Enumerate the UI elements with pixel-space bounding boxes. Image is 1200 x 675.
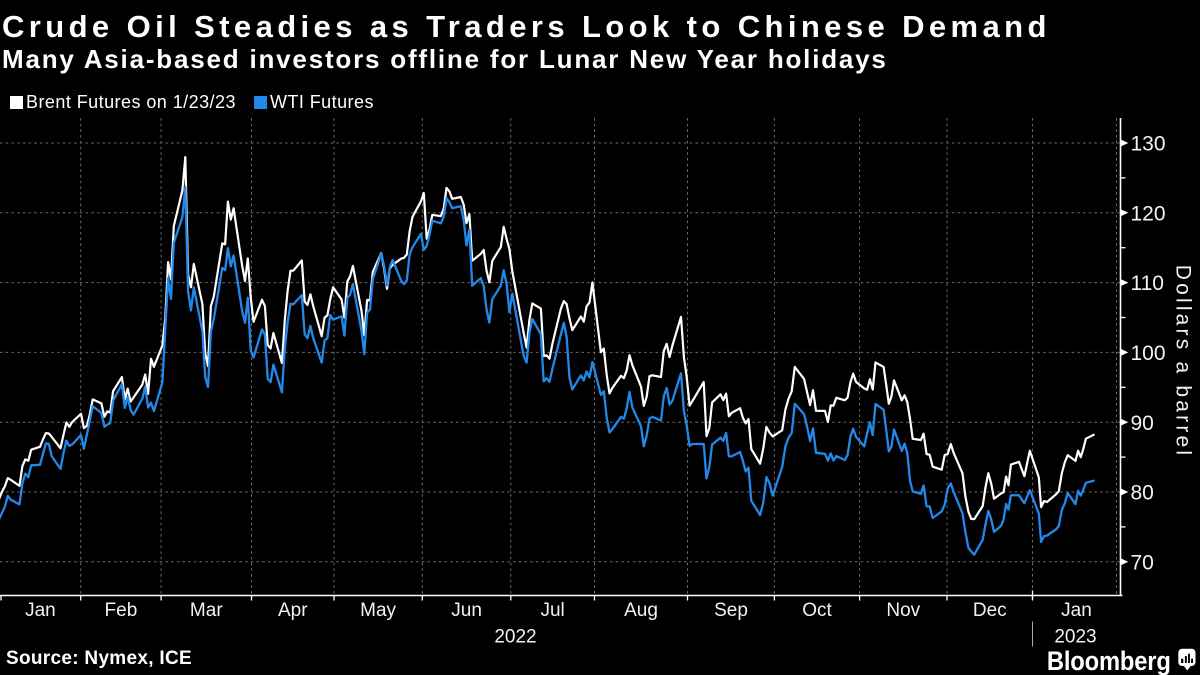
svg-text:2023: 2023 <box>1054 627 1096 648</box>
svg-text:Feb: Feb <box>105 600 138 621</box>
svg-text:100: 100 <box>1131 342 1166 365</box>
svg-text:Jan: Jan <box>25 600 56 621</box>
svg-text:130: 130 <box>1131 133 1166 156</box>
svg-text:70: 70 <box>1131 551 1154 574</box>
svg-text:Aug: Aug <box>624 600 658 621</box>
svg-text:May: May <box>360 600 396 621</box>
svg-text:Dec: Dec <box>973 600 1007 621</box>
svg-text:Nov: Nov <box>886 600 920 621</box>
svg-text:Mar: Mar <box>190 600 223 621</box>
svg-text:120: 120 <box>1131 202 1166 225</box>
svg-text:80: 80 <box>1131 482 1154 505</box>
svg-text:Jan: Jan <box>1061 600 1092 621</box>
svg-text:Oct: Oct <box>802 600 832 621</box>
svg-text:110: 110 <box>1131 272 1164 295</box>
svg-text:2022: 2022 <box>494 627 536 648</box>
svg-text:90: 90 <box>1131 412 1154 435</box>
svg-text:Jul: Jul <box>540 600 564 621</box>
svg-text:Sep: Sep <box>714 600 748 621</box>
svg-text:Dollars a barrel: Dollars a barrel <box>1172 265 1195 459</box>
svg-text:Apr: Apr <box>278 600 308 621</box>
svg-text:Jun: Jun <box>451 600 482 621</box>
